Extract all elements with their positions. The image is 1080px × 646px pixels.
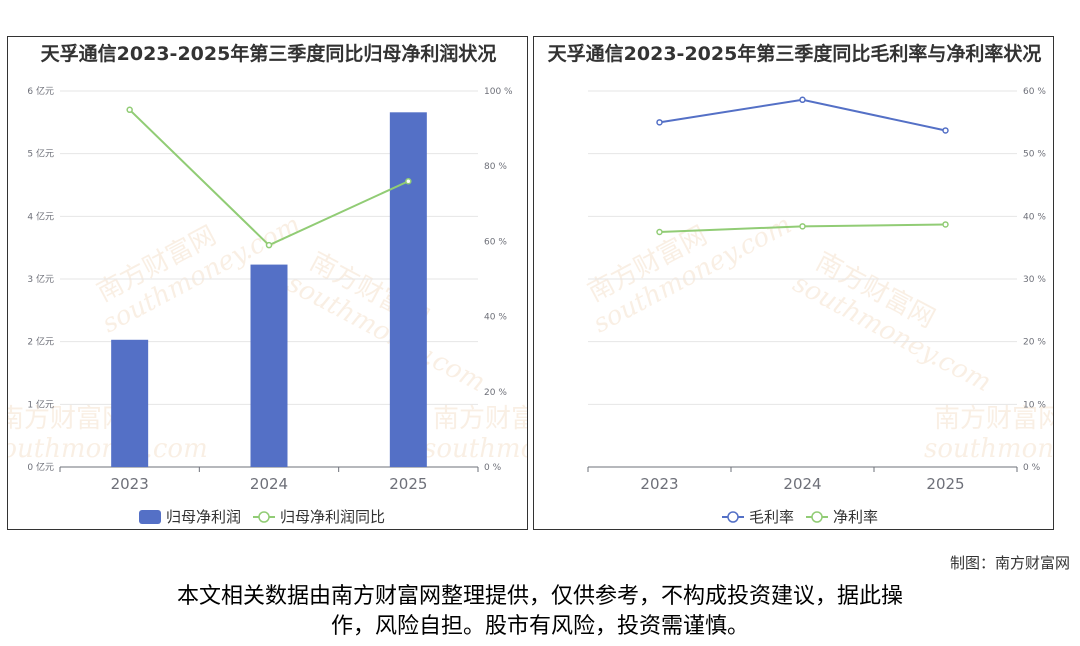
chart-credit: 制图：南方财富网 (949, 554, 1070, 572)
net-profit-chart-panel: 南方财富网 southmoney.com 南方财富网 southmoney.com 南方… (7, 36, 528, 530)
y-left-tick-label: 4 亿元 (27, 210, 54, 222)
y-right-tick-label: 30 % (1023, 275, 1046, 285)
data-point (942, 221, 949, 228)
legend-label: 归母净利润 (166, 508, 241, 526)
legend-label: 归母净利润同比 (280, 508, 385, 526)
series-line (659, 98, 946, 132)
legend-swatch-marker (811, 511, 823, 523)
net-profit-chart: 南方财富网southmoney.com南方财富网southmoney.com南方… (8, 42, 528, 526)
y-left-tick-label: 2 亿元 (27, 336, 54, 348)
y-right-tick-label: 60 % (1023, 87, 1046, 97)
margin-chart: 南方财富网southmoney.com南方财富网southmoney.com南方… (548, 42, 1054, 526)
y-left-tick-label: 3 亿元 (27, 273, 54, 285)
bar (111, 339, 149, 467)
disclaimer-line-2: 作，风险自担。股市有风险，投资需谨慎。 (330, 614, 749, 639)
legend-swatch-marker (258, 511, 270, 523)
y-right-tick-label: 20 % (1023, 338, 1046, 348)
chart-title: 天孚通信2023-2025年第三季度同比毛利率与净利率状况 (548, 42, 1042, 65)
bar (389, 112, 427, 467)
data-point (405, 177, 412, 185)
y-right-tick-label: 80 % (484, 162, 507, 172)
data-point (799, 223, 806, 230)
x-tick-label: 2023 (640, 475, 678, 493)
y-right-tick-label: 0 % (484, 463, 502, 473)
y-right-tick-label: 0 % (1023, 463, 1041, 473)
legend-swatch (139, 510, 161, 524)
x-tick-label: 2024 (250, 475, 288, 493)
y-right-tick-label: 100 % (484, 87, 513, 97)
y-right-tick-label: 60 % (484, 237, 507, 247)
watermark-en: southmoney.com (924, 434, 1054, 464)
y-left-tick-label: 0 亿元 (27, 461, 54, 473)
y-right-tick-label: 20 % (484, 388, 507, 398)
watermark-en: southmoney.com (8, 434, 208, 464)
y-left-tick-label: 6 亿元 (27, 85, 54, 97)
x-tick-label: 2024 (783, 475, 821, 493)
data-point (656, 119, 663, 126)
watermark-cn: 南方财富网 (934, 404, 1054, 434)
disclaimer-line-1: 本文相关数据由南方财富网整理提供，仅供参考，不构成投资建议，据此操 (176, 584, 903, 609)
legend-swatch-marker (727, 511, 739, 523)
watermark-cn: 南方财富网 (8, 404, 128, 434)
y-left-tick-label: 5 亿元 (27, 148, 54, 160)
x-tick-label: 2025 (389, 475, 427, 493)
y-right-tick-label: 10 % (1023, 400, 1046, 410)
y-left-tick-label: 1 亿元 (27, 398, 54, 410)
data-point (265, 241, 273, 249)
x-tick-label: 2025 (926, 475, 964, 493)
x-tick-label: 2023 (111, 475, 149, 493)
chart-title: 天孚通信2023-2025年第三季度同比归母净利润状况 (41, 42, 497, 65)
data-point (799, 96, 806, 104)
bar (250, 264, 288, 467)
watermark-en: southmoney.com (423, 434, 528, 464)
data-point (656, 228, 663, 236)
y-right-tick-label: 40 % (1023, 212, 1046, 222)
y-right-tick-label: 40 % (484, 313, 507, 323)
y-right-tick-label: 50 % (1023, 150, 1046, 160)
legend-label: 毛利率 (749, 508, 794, 526)
legend-label: 净利率 (833, 508, 878, 526)
disclaimer: 本文相关数据由南方财富网整理提供，仅供参考，不构成投资建议，据此操 作，风险自担… (60, 582, 1020, 642)
data-point (126, 106, 133, 114)
data-point (942, 127, 949, 134)
margin-chart-panel: 南方财富网southmoney.com南方财富网southmoney.com南方… (533, 36, 1054, 530)
watermark-cn: 南方财富网 (433, 404, 528, 434)
